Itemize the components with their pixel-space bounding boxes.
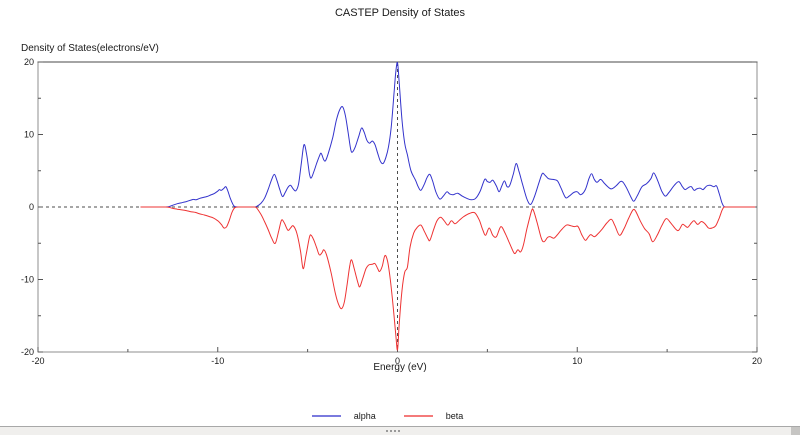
y-tick-label: 10	[24, 130, 34, 140]
x-tick-label: 20	[752, 356, 762, 366]
x-tick-label: 0	[395, 356, 400, 366]
y-axis-label: Density of States(electrons/eV)	[21, 43, 159, 54]
resize-corner[interactable]	[791, 427, 800, 435]
chart-title: CASTEP Density of States	[334, 7, 466, 19]
legend-alpha-line	[311, 415, 341, 417]
y-tick-label: -10	[21, 275, 34, 285]
bottom-panel	[0, 426, 800, 435]
legend-item-beta: beta	[403, 411, 464, 421]
legend-beta-label: beta	[445, 411, 464, 421]
splitter-grip-icon[interactable]	[386, 430, 388, 432]
x-axis-label: Energy (eV)	[373, 362, 427, 373]
y-tick-label: -20	[21, 347, 34, 357]
legend-beta-line	[403, 415, 433, 417]
y-tick-label: 20	[24, 57, 34, 67]
y-tick-label: 0	[29, 202, 34, 212]
x-tick-label: 10	[572, 356, 582, 366]
legend: alpha beta	[0, 411, 775, 421]
legend-item-alpha: alpha	[311, 411, 376, 421]
legend-alpha-label: alpha	[353, 411, 376, 421]
x-tick-label: -10	[211, 356, 224, 366]
alpha-curve	[140, 61, 756, 208]
x-tick-label: -20	[31, 356, 44, 366]
beta-curve	[140, 206, 756, 351]
